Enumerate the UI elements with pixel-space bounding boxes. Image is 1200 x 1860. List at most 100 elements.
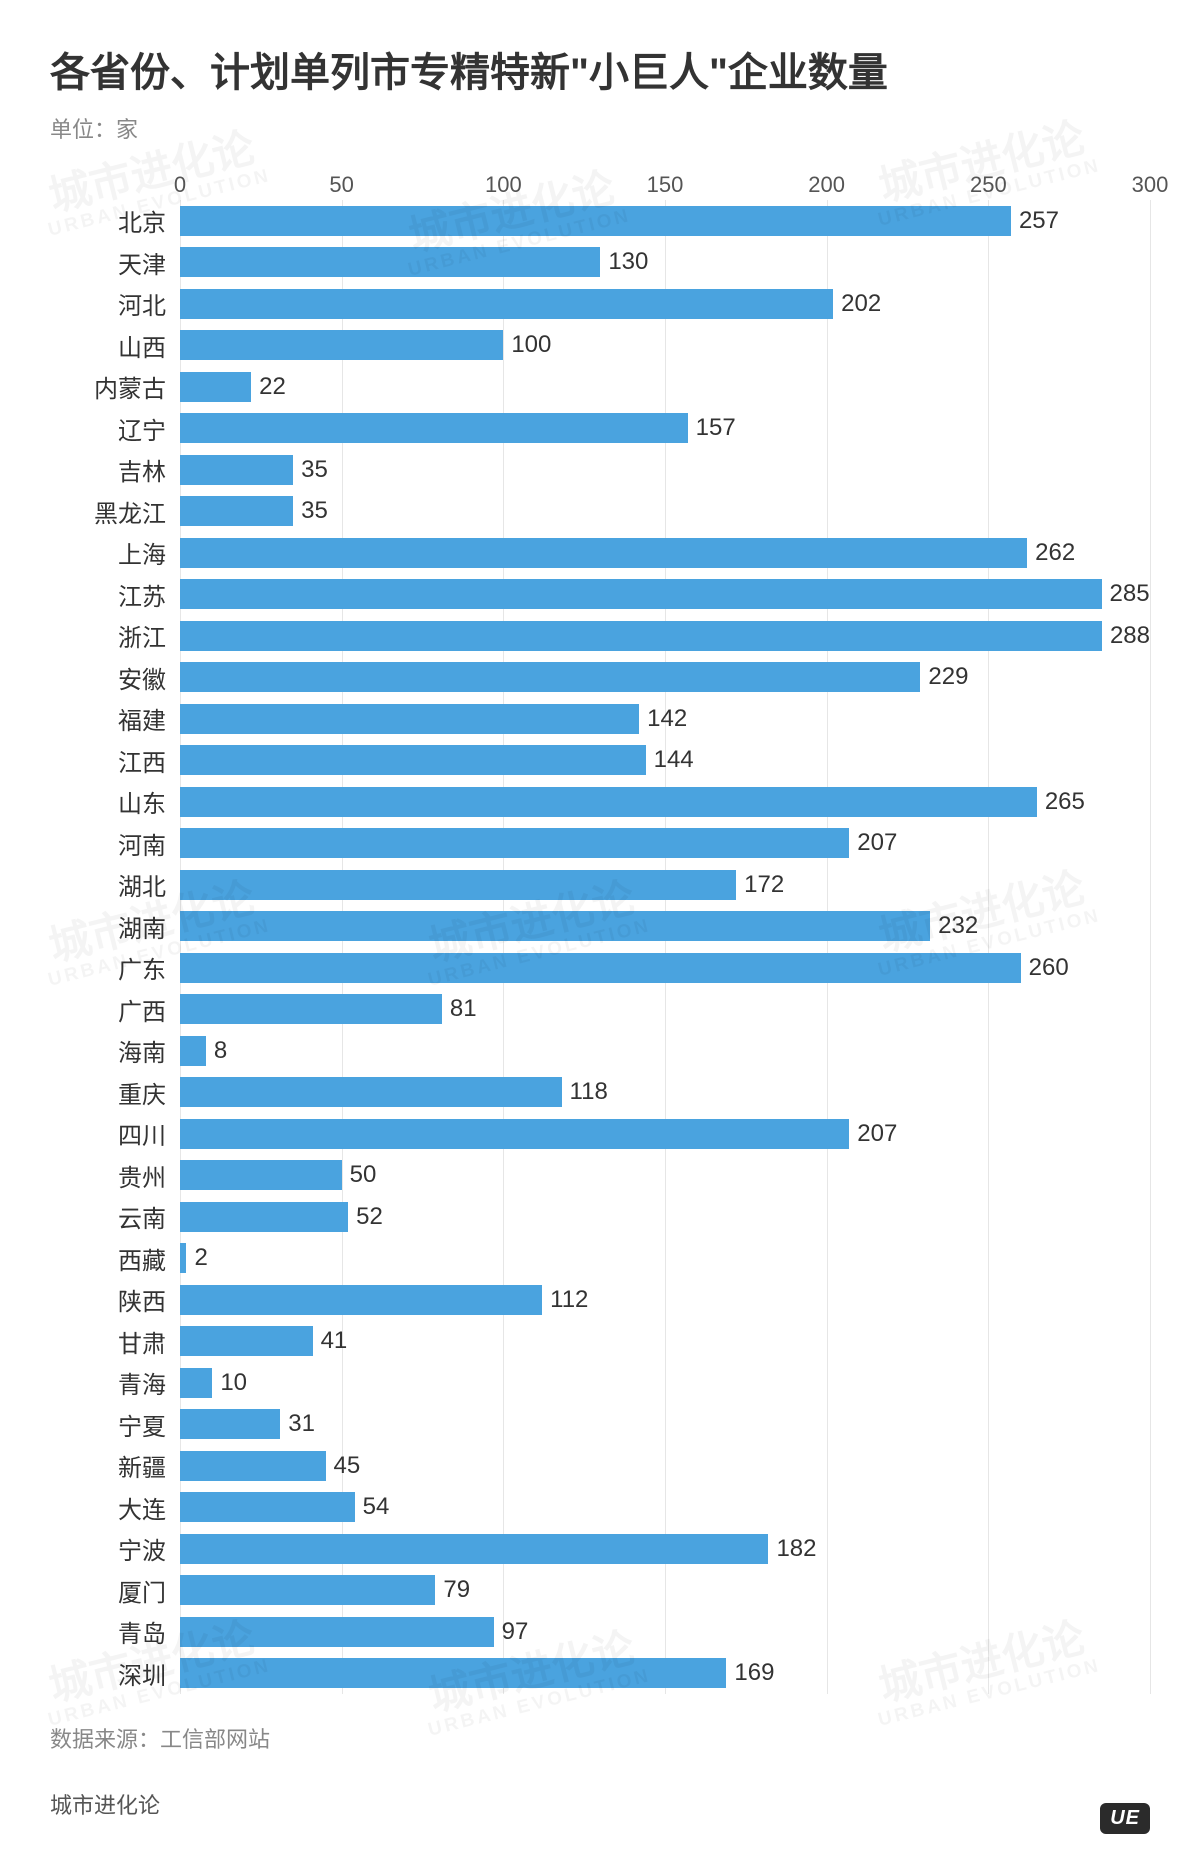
- bar-row: 四川207: [50, 1113, 1150, 1155]
- bar-row: 北京257: [50, 200, 1150, 242]
- data-source: 数据来源：工信部网站: [50, 1722, 1150, 1754]
- value-label: 260: [1029, 954, 1069, 982]
- bar: [180, 455, 293, 485]
- x-axis-tick: 150: [647, 172, 684, 198]
- value-label: 207: [857, 829, 897, 857]
- category-label: 深圳: [50, 1656, 180, 1691]
- value-label: 130: [608, 248, 648, 276]
- bar: [180, 704, 639, 734]
- category-label: 山西: [50, 328, 180, 363]
- category-label: 上海: [50, 535, 180, 570]
- bar: [180, 579, 1102, 609]
- bar-row: 陕西 112: [50, 1279, 1150, 1321]
- bar: [180, 247, 600, 277]
- value-label: 22: [259, 373, 286, 401]
- bar-row: 湖南232: [50, 906, 1150, 948]
- value-label: 202: [841, 290, 881, 318]
- bar: [180, 621, 1102, 651]
- category-label: 重庆: [50, 1075, 180, 1110]
- category-label: 江苏: [50, 577, 180, 612]
- bar-zone: 97: [180, 1611, 1150, 1653]
- bar-row: 天津 130: [50, 242, 1150, 284]
- bar-zone: 182: [180, 1528, 1150, 1570]
- bar-zone: 45: [180, 1445, 1150, 1487]
- bar-row: 江西144: [50, 740, 1150, 782]
- value-label: 182: [776, 1535, 816, 1563]
- bar-zone: 262: [180, 532, 1150, 574]
- value-label: 265: [1045, 788, 1085, 816]
- value-label: 169: [734, 1659, 774, 1687]
- bar-zone: 81: [180, 989, 1150, 1031]
- value-label: 2: [194, 1244, 207, 1272]
- category-label: 新疆: [50, 1448, 180, 1483]
- bar-row: 大连54: [50, 1487, 1150, 1529]
- bar-row: 福建142: [50, 698, 1150, 740]
- value-label: 288: [1110, 622, 1150, 650]
- bar-zone: 157: [180, 408, 1150, 450]
- category-label: 山东: [50, 784, 180, 819]
- value-label: 157: [696, 414, 736, 442]
- footer-text: 城市进化论: [50, 1788, 1150, 1820]
- value-label: 207: [857, 1120, 897, 1148]
- x-axis-tick: 50: [329, 172, 353, 198]
- category-label: 宁夏: [50, 1407, 180, 1442]
- bar-row: 青海10: [50, 1362, 1150, 1404]
- chart-subtitle: 单位：家: [50, 112, 1150, 144]
- bar-zone: 260: [180, 947, 1150, 989]
- value-label: 257: [1019, 207, 1059, 235]
- x-axis-tick: 250: [970, 172, 1007, 198]
- category-label: 辽宁: [50, 411, 180, 446]
- x-axis: 050100150200250300: [180, 172, 1150, 200]
- bar: [180, 330, 503, 360]
- bar-row: 青岛97: [50, 1611, 1150, 1653]
- bar-zone: 232: [180, 906, 1150, 948]
- bar-row: 吉林35: [50, 449, 1150, 491]
- bar-zone: 100: [180, 325, 1150, 367]
- chart-title: 各省份、计划单列市专精特新"小巨人"企业数量: [50, 40, 1150, 98]
- value-label: 112: [550, 1286, 588, 1314]
- bar-row: 河北202: [50, 283, 1150, 325]
- bar-row: 河南207: [50, 823, 1150, 865]
- value-label: 10: [220, 1369, 247, 1397]
- bar-row: 浙江288: [50, 615, 1150, 657]
- bar: [180, 1368, 212, 1398]
- value-label: 8: [214, 1037, 227, 1065]
- category-label: 宁波: [50, 1531, 180, 1566]
- value-label: 144: [654, 746, 694, 774]
- category-label: 甘肃: [50, 1324, 180, 1359]
- bar-zone: 130: [180, 242, 1150, 284]
- bar: [180, 1326, 313, 1356]
- category-label: 陕西: [50, 1282, 180, 1317]
- value-label: 31: [288, 1410, 315, 1438]
- value-label: 229: [928, 663, 968, 691]
- bar-row: 厦门79: [50, 1570, 1150, 1612]
- bar-row: 安徽229: [50, 657, 1150, 699]
- x-axis-tick: 0: [174, 172, 186, 198]
- bar: [180, 496, 293, 526]
- bar: [180, 1617, 494, 1647]
- bar-zone: 8: [180, 1030, 1150, 1072]
- bar-zone: 2: [180, 1238, 1150, 1280]
- bar-row: 西藏2: [50, 1238, 1150, 1280]
- bar-zone: 35: [180, 449, 1150, 491]
- bar: [180, 538, 1027, 568]
- bar-zone: 79: [180, 1570, 1150, 1612]
- bar-zone: 54: [180, 1487, 1150, 1529]
- bar: [180, 745, 646, 775]
- bar-zone: 35: [180, 491, 1150, 533]
- category-label: 天津: [50, 245, 180, 280]
- chart-container: 各省份、计划单列市专精特新"小巨人"企业数量 单位：家 050100150200…: [0, 0, 1200, 1860]
- bar: [180, 994, 442, 1024]
- bar-row: 辽宁 157: [50, 408, 1150, 450]
- value-label: 262: [1035, 539, 1075, 567]
- bar: [180, 1658, 726, 1688]
- bar: [180, 953, 1021, 983]
- value-label: 142: [647, 705, 687, 733]
- bar-row: 新疆45: [50, 1445, 1150, 1487]
- category-label: 广东: [50, 950, 180, 985]
- bar-zone: 10: [180, 1362, 1150, 1404]
- value-label: 50: [350, 1161, 377, 1189]
- bar-row: 山东 265: [50, 781, 1150, 823]
- bar-row: 甘肃41: [50, 1321, 1150, 1363]
- bar: [180, 1285, 542, 1315]
